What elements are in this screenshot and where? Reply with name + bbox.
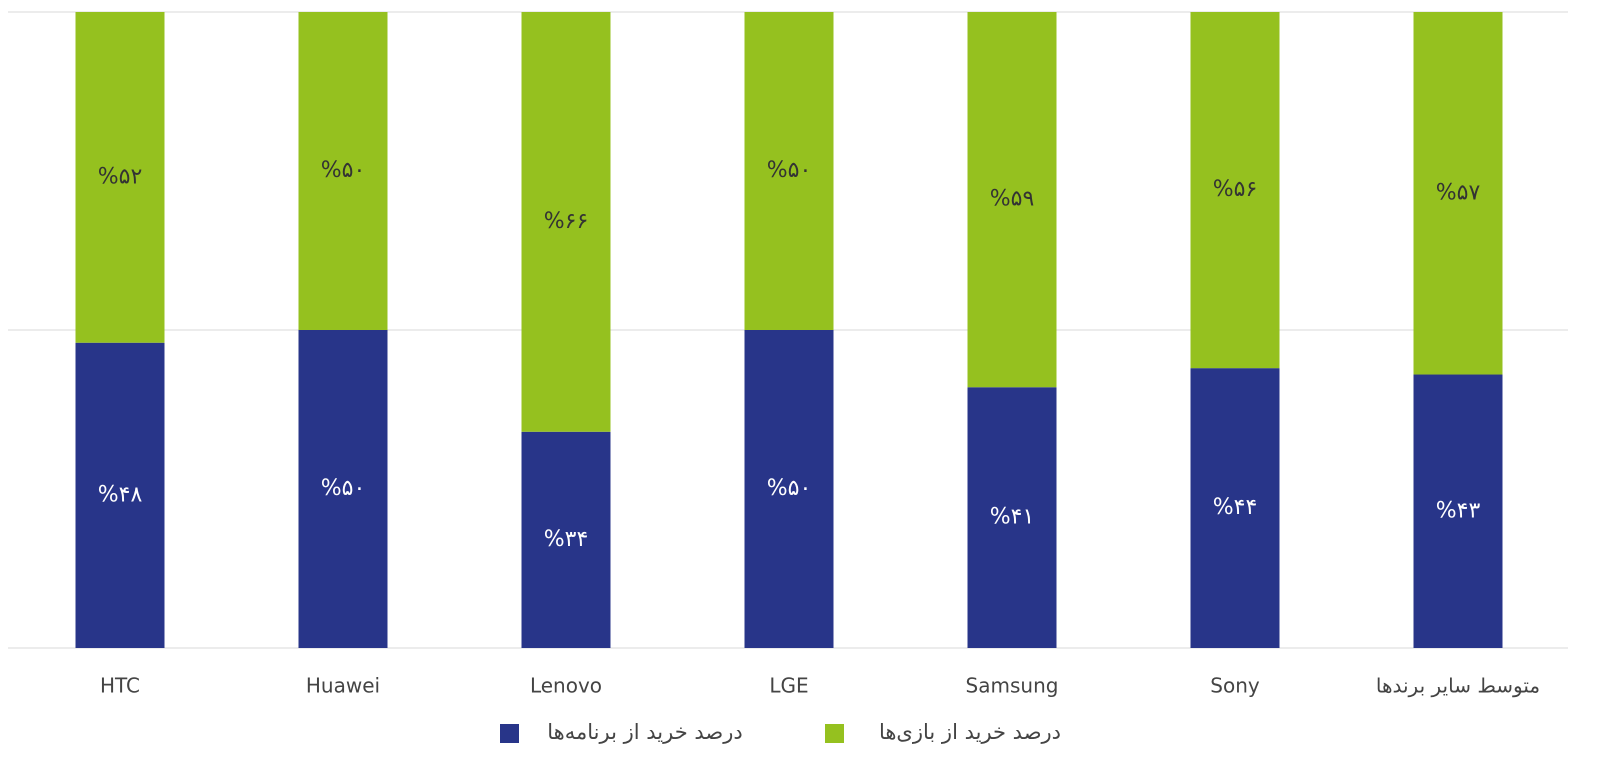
- data-label: %۵۰: [321, 476, 366, 501]
- bar-segment: [744, 12, 834, 330]
- data-label: %۵۲: [98, 164, 143, 189]
- data-label: %۶۶: [544, 209, 589, 234]
- data-label: %۳۴: [544, 527, 589, 552]
- bar-segment: [75, 342, 165, 648]
- bar-segment: [967, 12, 1057, 388]
- data-label: %۴۳: [1436, 498, 1481, 523]
- data-label: %۵۰: [767, 158, 812, 183]
- x-tick-label: Sony: [1210, 674, 1260, 698]
- data-label: %۴۴: [1213, 495, 1258, 520]
- x-tick-label: Samsung: [966, 674, 1059, 698]
- x-tick-label: LGE: [769, 674, 808, 698]
- bar-segment: [1413, 374, 1503, 648]
- bar-segment: [1413, 12, 1503, 375]
- x-tick-label: Huawei: [306, 674, 380, 698]
- bar-segment: [1190, 12, 1280, 369]
- data-label: %۴۸: [98, 482, 143, 507]
- x-tick-label: متوسط سایر برندها: [1376, 674, 1540, 698]
- legend-swatch: [825, 724, 844, 743]
- data-label: %۵۰: [321, 158, 366, 183]
- data-label: %۵۶: [1213, 177, 1258, 202]
- data-label: %۵۷: [1436, 180, 1481, 205]
- x-tick-label: Lenovo: [530, 674, 602, 698]
- bar-segment: [967, 387, 1057, 648]
- legend-swatch: [500, 724, 519, 743]
- legend-label: درصد خرید از برنامه‌ها: [547, 720, 742, 744]
- legend-label: درصد خرید از بازی‌ها: [879, 720, 1061, 744]
- data-label: %۴۱: [990, 505, 1035, 530]
- bar-segment: [744, 330, 834, 648]
- bar-segment: [298, 12, 388, 330]
- x-tick-label: HTC: [100, 674, 140, 698]
- bar-segment: [75, 12, 165, 343]
- bar-segment: [1190, 368, 1280, 648]
- bar-segment: [521, 12, 611, 432]
- bar-segment: [521, 431, 611, 648]
- data-label: %۵۰: [767, 476, 812, 501]
- bar-segment: [298, 330, 388, 648]
- data-label: %۵۹: [990, 187, 1035, 212]
